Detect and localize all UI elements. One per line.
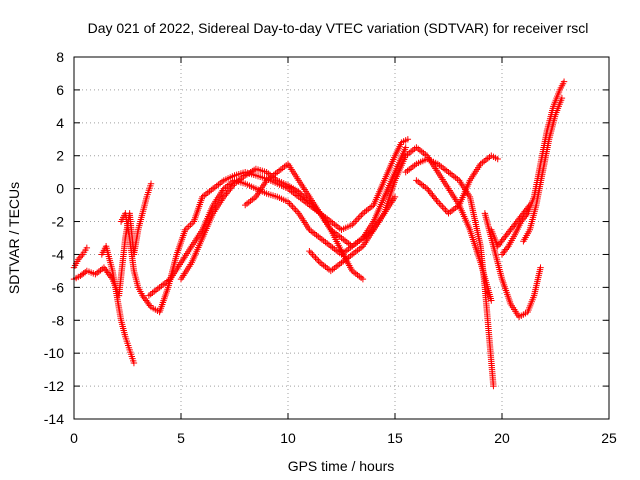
chart-title: Day 021 of 2022, Sidereal Day-to-day VTE… <box>88 20 589 36</box>
data-point <box>83 244 91 252</box>
x-tick-label: 15 <box>387 430 403 446</box>
data-point <box>402 144 409 151</box>
y-tick-label: -14 <box>44 411 64 427</box>
data-point <box>488 297 495 304</box>
x-tick-label: 10 <box>280 430 296 446</box>
x-tick-label: 20 <box>494 430 510 446</box>
y-tick-label: -2 <box>52 214 65 230</box>
plot-frame <box>73 56 610 420</box>
data-point <box>558 94 566 102</box>
data-point <box>298 191 305 198</box>
data-point <box>404 136 412 143</box>
y-tick-label: -12 <box>44 378 64 394</box>
y-tick-label: 0 <box>56 181 64 197</box>
data-point <box>537 264 544 271</box>
y-tick-label: 2 <box>56 148 64 164</box>
data-points <box>70 78 568 390</box>
data-point <box>391 193 399 201</box>
y-tick-label: 4 <box>56 115 64 131</box>
data-point <box>80 270 87 277</box>
series-arc-10 <box>413 152 501 217</box>
x-tick-label: 5 <box>177 430 185 446</box>
series-arc-11 <box>481 210 544 321</box>
data-point <box>359 275 367 283</box>
y-tick-label: -10 <box>44 345 64 361</box>
data-point <box>78 271 86 278</box>
data-point <box>490 382 497 390</box>
y-tick-label: 8 <box>56 49 64 65</box>
data-point <box>300 192 307 200</box>
series-arc-7 <box>242 144 409 250</box>
series-arc-9 <box>402 155 497 390</box>
data-point <box>297 190 304 197</box>
series-arc-3 <box>98 243 138 367</box>
data-point <box>77 272 84 280</box>
series-arc-2 <box>70 244 91 271</box>
data-point <box>295 188 302 196</box>
y-tick-label: -8 <box>52 312 65 328</box>
y-axis-label: SDTVAR / TECUs <box>6 182 22 294</box>
series-arc-14 <box>520 94 566 245</box>
x-tick-label: 25 <box>601 430 617 446</box>
y-tick-label: 6 <box>56 82 64 98</box>
x-tick-label: 0 <box>70 430 78 446</box>
data-point <box>494 155 501 163</box>
x-axis-label: GPS time / hours <box>288 458 395 474</box>
data-point <box>301 194 309 201</box>
y-tick-label: -4 <box>52 246 65 262</box>
y-tick-label: -6 <box>52 279 65 295</box>
data-point <box>560 78 568 85</box>
data-point <box>147 180 155 187</box>
axis-ticks: 0 5 10 15 20 25 -14 -12 -10 -8 -6 -4 -2 0 2 4 6 8 <box>44 49 617 446</box>
data-point <box>130 359 138 367</box>
